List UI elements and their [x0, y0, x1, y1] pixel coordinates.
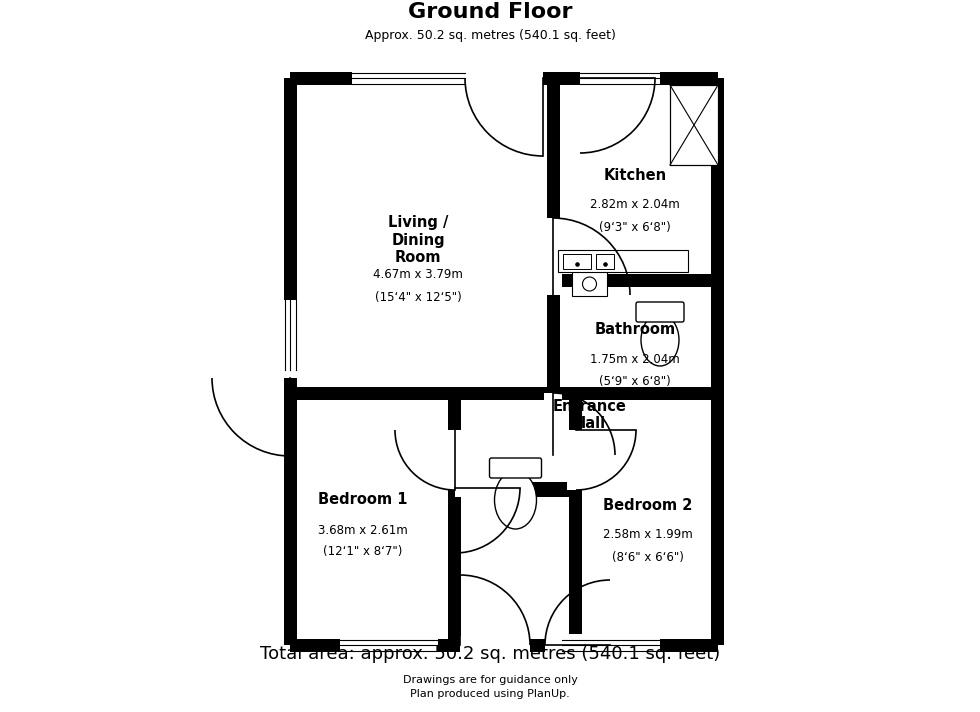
Text: 4.67m x 3.79m: 4.67m x 3.79m: [373, 268, 463, 281]
Bar: [547, 78, 560, 393]
Bar: [446, 430, 465, 490]
Text: Bedroom 1: Bedroom 1: [318, 493, 408, 508]
Bar: [558, 250, 688, 272]
Ellipse shape: [641, 314, 679, 366]
Text: Living /
Dining
Room: Living / Dining Room: [388, 215, 448, 265]
Bar: [290, 71, 718, 85]
Text: 2.82m x 2.04m: 2.82m x 2.04m: [590, 199, 680, 211]
Bar: [279, 300, 301, 370]
Bar: [545, 636, 610, 654]
Bar: [596, 254, 614, 269]
Bar: [711, 78, 724, 645]
Text: (9‘3" x 6‘8"): (9‘3" x 6‘8"): [599, 221, 671, 234]
Text: (5‘9" x 6‘8"): (5‘9" x 6‘8"): [599, 375, 671, 389]
Bar: [290, 639, 718, 651]
FancyBboxPatch shape: [489, 458, 542, 478]
Text: Entrance
Hall: Entrance Hall: [553, 399, 627, 431]
Bar: [449, 393, 462, 645]
Ellipse shape: [495, 471, 536, 529]
Bar: [580, 69, 655, 87]
Bar: [569, 393, 582, 645]
Text: Plan produced using PlanUp.: Plan produced using PlanUp.: [410, 689, 570, 699]
Text: Drawings are for guidance only: Drawings are for guidance only: [403, 675, 577, 685]
Bar: [562, 634, 660, 656]
Bar: [544, 393, 563, 455]
Text: Approx. 50.2 sq. metres (540.1 sq. feet): Approx. 50.2 sq. metres (540.1 sq. feet): [365, 29, 615, 43]
Bar: [563, 254, 591, 269]
Bar: [340, 634, 438, 656]
Text: Kitchen: Kitchen: [604, 167, 666, 182]
Text: (15‘4" x 12‘5"): (15‘4" x 12‘5"): [374, 290, 462, 303]
Text: Bedroom 2: Bedroom 2: [604, 498, 693, 513]
Bar: [281, 300, 299, 378]
Circle shape: [582, 277, 597, 291]
Text: Bathroom: Bathroom: [595, 323, 675, 337]
Text: (8‘6" x 6‘6"): (8‘6" x 6‘6"): [612, 550, 684, 563]
Bar: [460, 636, 530, 654]
Bar: [283, 78, 297, 645]
Bar: [465, 69, 543, 87]
Bar: [352, 67, 465, 89]
Bar: [566, 430, 585, 490]
Bar: [455, 483, 576, 496]
Bar: [553, 273, 718, 286]
Bar: [455, 479, 520, 497]
Bar: [290, 387, 718, 399]
Bar: [297, 85, 711, 639]
Bar: [455, 481, 576, 495]
Text: 2.58m x 1.99m: 2.58m x 1.99m: [603, 528, 693, 542]
Bar: [580, 67, 660, 89]
Text: Total area: approx. 50.2 sq. metres (540.1 sq. feet): Total area: approx. 50.2 sq. metres (540…: [260, 645, 720, 663]
Text: 1.75m x 2.04m: 1.75m x 2.04m: [590, 353, 680, 367]
Text: (12‘1" x 8‘7"): (12‘1" x 8‘7"): [323, 545, 403, 558]
Text: Ground Floor: Ground Floor: [408, 2, 572, 22]
FancyBboxPatch shape: [636, 302, 684, 322]
Bar: [544, 218, 563, 295]
Bar: [670, 85, 718, 165]
Bar: [572, 271, 607, 296]
Text: 3.68m x 2.61m: 3.68m x 2.61m: [318, 523, 408, 537]
